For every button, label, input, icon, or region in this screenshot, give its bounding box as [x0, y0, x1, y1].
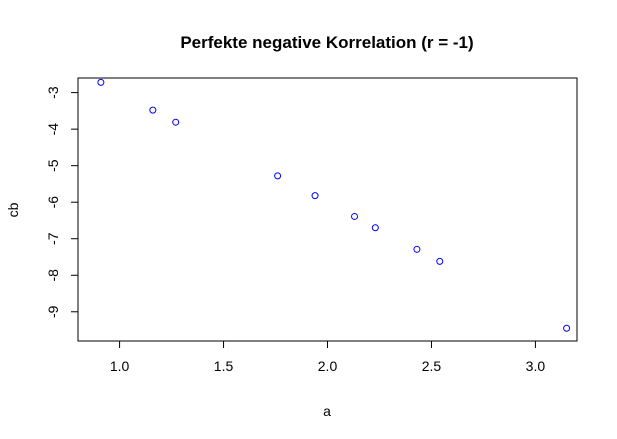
x-tick-label: 1.0 — [110, 358, 130, 374]
data-point — [436, 257, 444, 265]
data-point — [371, 224, 379, 232]
y-tick-label: -7 — [45, 232, 61, 245]
data-point — [172, 118, 180, 126]
data-point — [311, 192, 319, 200]
chart-title: Perfekte negative Korrelation (r = -1) — [180, 33, 473, 52]
y-tick-label: -3 — [45, 86, 61, 99]
x-axis: 1.0 1.5 2.0 2.5 3.0 — [110, 340, 546, 374]
data-point — [351, 212, 359, 220]
x-tick-label: 3.0 — [526, 358, 546, 374]
data-point — [97, 78, 105, 86]
plot-frame — [77, 77, 578, 342]
data-point — [563, 324, 571, 332]
y-tick-label: -6 — [45, 196, 61, 209]
x-tick-label: 2.5 — [422, 358, 442, 374]
data-point — [413, 245, 421, 253]
x-tick-label: 1.5 — [214, 358, 234, 374]
data-points — [97, 78, 571, 332]
x-tick-label: 2.0 — [318, 358, 338, 374]
y-tick-label: -5 — [45, 159, 61, 172]
y-tick-label: -4 — [45, 123, 61, 136]
x-axis-label: a — [323, 403, 331, 419]
y-axis-label: cb — [5, 202, 21, 217]
y-axis: -9 -8 -7 -6 -5 -4 -3 — [45, 86, 79, 318]
data-point — [149, 106, 157, 114]
y-tick-label: -9 — [45, 305, 61, 318]
y-tick-label: -8 — [45, 269, 61, 282]
data-point — [274, 172, 282, 180]
